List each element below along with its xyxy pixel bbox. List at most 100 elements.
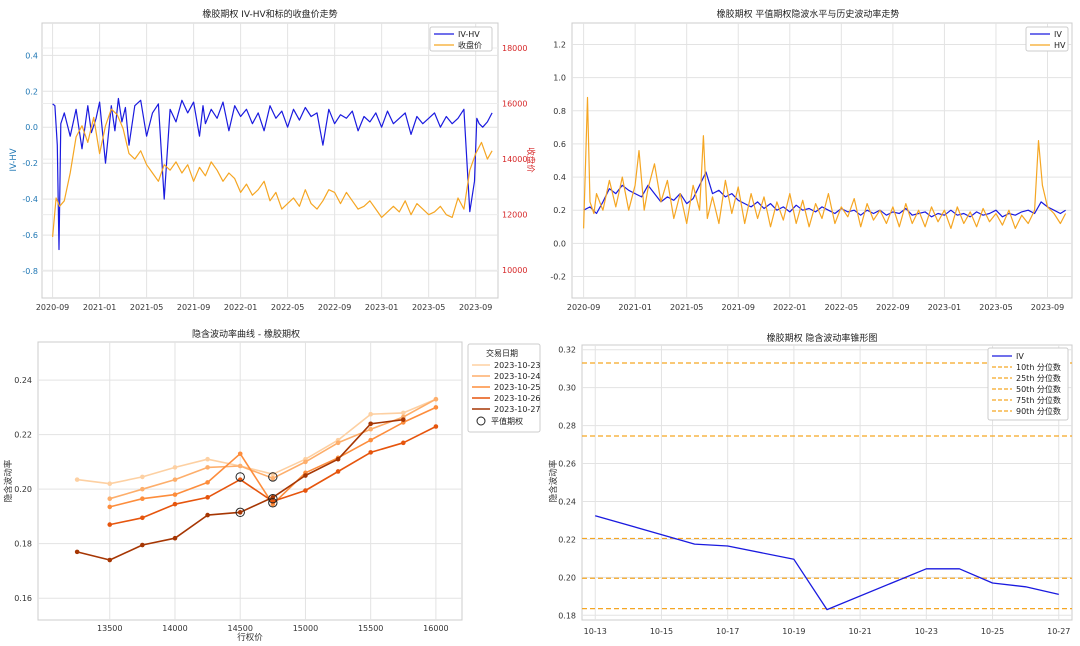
chart4-ytick: 0.22 — [558, 535, 576, 544]
chart3-title: 隐含波动率曲线 - 橡胶期权 — [192, 328, 300, 340]
chart4-xtick: 10-27 — [1047, 627, 1070, 636]
chart2-legend-iv: IV — [1054, 30, 1062, 39]
chart4-xtick: 10-17 — [716, 627, 739, 636]
chart3-series-point — [107, 522, 113, 527]
chart1-y2tick: 18000 — [502, 44, 527, 53]
chart3-series-point — [172, 465, 178, 470]
chart3-series-point — [433, 405, 439, 410]
chart3-series-point — [237, 510, 243, 515]
chart4-ytick: 0.32 — [558, 346, 576, 355]
chart2-xtick: 2021-01 — [618, 303, 651, 312]
chart3-ylabel: 隐含波动率 — [3, 459, 14, 502]
chart1-legend-iv-hv: IV-HV — [458, 30, 480, 39]
chart3-series-point — [205, 456, 210, 462]
chart3-atm-marker — [268, 494, 278, 504]
chart3-series-point — [433, 424, 439, 429]
chart3-legend-atm-marker — [476, 416, 486, 426]
chart3-legend-date: 2023-10-27 — [494, 405, 541, 414]
chart1-ytick: -0.8 — [22, 267, 38, 276]
chart4-ytick: 0.18 — [558, 611, 576, 620]
chart3-series-point — [140, 542, 145, 548]
chart3-ytick: 0.16 — [14, 594, 32, 603]
chart4-ytick: 0.28 — [558, 422, 576, 431]
chart4-legend-percentile: 75th 分位数 — [1016, 395, 1061, 405]
chart3-series-point — [400, 410, 406, 416]
chart3-series-point — [107, 481, 113, 487]
chart3-legend-date: 2023-10-23 — [494, 361, 541, 370]
chart1-title: 橡胶期权 IV-HV和标的收盘价走势 — [202, 8, 337, 20]
chart1-series-iv-hv — [52, 97, 493, 251]
chart3-series-point — [140, 496, 145, 502]
chart4-xtick: 10-23 — [915, 627, 938, 636]
chart3-series-point — [368, 426, 373, 432]
chart2-plot-area — [571, 22, 1073, 299]
chart2-xtick: 2023-09 — [1031, 303, 1064, 312]
chart2-xtick: 2021-05 — [670, 303, 703, 312]
chart3-series-point — [107, 496, 113, 502]
chart3-xlabel: 行权价 — [237, 632, 263, 643]
chart1-ytick: -0.2 — [22, 159, 38, 168]
chart1-ytick: -0.6 — [22, 231, 38, 240]
chart1-xtick: 2023-01 — [365, 303, 398, 312]
chart4-legend-iv: IV — [1016, 352, 1024, 361]
chart3-legend: 交易日期 2023-10-23 2023-10-24 2023-10-25 2023-… — [467, 343, 541, 433]
chart-iv-smile: 隐含波动率曲线 - 橡胶期权 0.24 0.22 0.20 0.18 0.16 1350… — [3, 328, 541, 643]
chart3-xtick: 14500 — [227, 624, 252, 633]
chart4-ytick: 0.20 — [558, 573, 576, 582]
chart1-xtick: 2020-09 — [36, 303, 69, 312]
chart1-xtick: 2022-05 — [271, 303, 304, 312]
chart4-xtick: 10-21 — [848, 627, 871, 636]
chart2-ytick: -0.2 — [550, 272, 566, 281]
chart1-legend-close: 收盘价 — [458, 40, 482, 50]
chart3-series-line — [77, 398, 437, 485]
chart3-series-point — [335, 469, 341, 474]
chart1-y2tick: 14000 — [502, 155, 527, 164]
chart4-legend-percentile: 90th 分位数 — [1016, 406, 1061, 416]
chart4-xtick: 10-19 — [782, 627, 805, 636]
chart4-series-iv — [595, 515, 1059, 611]
chart1-xtick: 2023-09 — [459, 303, 492, 312]
chart1-plot-area — [41, 22, 499, 299]
chart1-xtick: 2022-01 — [224, 303, 257, 312]
chart3-xtick: 14000 — [162, 624, 187, 633]
chart4-ytick: 0.30 — [558, 384, 576, 393]
chart3-xtick: 15000 — [293, 624, 318, 633]
chart3-series-point — [368, 437, 373, 443]
chart3-series-point — [140, 474, 145, 480]
chart1-y2tick: 16000 — [502, 100, 527, 109]
chart3-series-point — [205, 480, 210, 485]
chart2-ytick: 1.2 — [553, 41, 566, 50]
chart3-series-point — [303, 473, 308, 478]
chart3-series-point — [205, 512, 210, 518]
chart3-series-point — [335, 440, 341, 446]
chart3-ytick: 0.24 — [14, 376, 32, 385]
chart2-ytick: 0.2 — [553, 206, 566, 215]
chart2-xtick: 2021-09 — [722, 303, 755, 312]
chart3-series-point — [172, 501, 178, 507]
chart1-y2label: 收盘价 — [525, 147, 536, 173]
chart3-legend-date: 2023-10-24 — [494, 372, 541, 381]
chart3-series-point — [433, 396, 439, 402]
chart1-xtick: 2021-09 — [177, 303, 210, 312]
chart3-legend-date: 2023-10-26 — [494, 394, 541, 403]
chart3-plot-area — [37, 341, 463, 621]
chart-iv-hv-close: 橡胶期权 IV-HV和标的收盘价走势 0.4 0.2 0.0 -0.2 -0.4 -0.6… — [9, 8, 536, 312]
chart3-ytick: 0.18 — [14, 540, 32, 549]
chart4-legend-percentile: 10th 分位数 — [1016, 362, 1061, 372]
chart4-legend-percentile: 25th 分位数 — [1016, 373, 1061, 383]
chart3-series-point — [205, 465, 210, 470]
chart3-series-point — [400, 440, 406, 446]
chart1-ytick: 0.2 — [25, 87, 38, 96]
chart2-xtick: 2022-05 — [825, 303, 858, 312]
chart3-series-point — [237, 451, 243, 457]
chart3-series-point — [368, 411, 373, 417]
chart3-legend-title: 交易日期 — [486, 348, 518, 358]
chart3-atm-marker — [235, 472, 245, 482]
chart3-series-point — [270, 475, 276, 481]
chart4-ytick: 0.26 — [558, 460, 576, 469]
chart3-series-point — [237, 463, 243, 469]
chart3-series-point — [172, 477, 178, 482]
chart4-ylabel: 隐含波动率 — [548, 459, 559, 502]
chart2-ytick: 1.0 — [553, 74, 566, 83]
